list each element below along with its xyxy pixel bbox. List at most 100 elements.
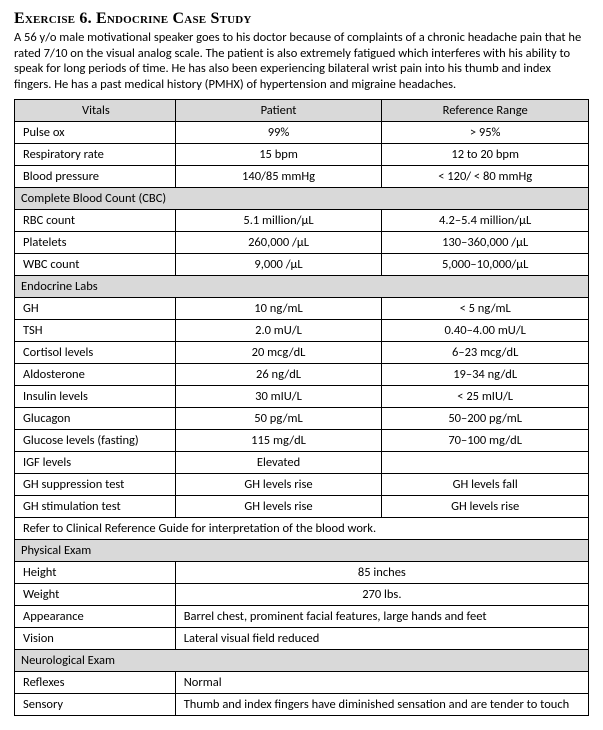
table-row: Aldosterone26 ng/dL19–34 ng/dL [15,363,589,385]
section-header: Complete Blood Count (CBC) [15,187,589,209]
row-reference: 4.2–5.4 million/µL [382,209,589,231]
row-label: WBC count [15,253,176,275]
section-row-physical: Physical Exam [15,539,589,561]
row-label: Blood pressure [15,165,176,187]
row-value: 270 lbs. [175,583,588,605]
table-row: GH stimulation testGH levels riseGH leve… [15,495,589,517]
table-row: RBC count5.1 million/µL4.2–5.4 million/µ… [15,209,589,231]
row-patient: 115 mg/dL [175,429,382,451]
refer-note: Refer to Clinical Reference Guide for in… [15,517,589,539]
row-patient: 26 ng/dL [175,363,382,385]
row-label: Appearance [15,605,176,627]
row-reference: 130–360,000 /µL [382,231,589,253]
table-row: GH10 ng/mL< 5 ng/mL [15,297,589,319]
row-label: Height [15,561,176,583]
col-header-vitals: Vitals [15,99,176,121]
row-reference: > 95% [382,121,589,143]
row-value: 85 inches [175,561,588,583]
row-value: Lateral visual field reduced [175,627,588,649]
table-row: ReflexesNormal [15,671,589,693]
row-label: Cortisol levels [15,341,176,363]
row-label: Insulin levels [15,385,176,407]
row-label: IGF levels [15,451,176,473]
table-row: Cortisol levels20 mcg/dL6–23 mcg/dL [15,341,589,363]
row-patient: 260,000 /µL [175,231,382,253]
row-value: Normal [175,671,588,693]
row-reference [382,451,589,473]
section-header: Neurological Exam [15,649,589,671]
row-patient: Elevated [175,451,382,473]
row-patient: 99% [175,121,382,143]
row-label: GH stimulation test [15,495,176,517]
row-reference: GH levels rise [382,495,589,517]
table-row: IGF levelsElevated [15,451,589,473]
row-reference: 6–23 mcg/dL [382,341,589,363]
row-label: Aldosterone [15,363,176,385]
row-patient: GH levels rise [175,495,382,517]
row-reference: < 25 mIU/L [382,385,589,407]
col-header-reference: Reference Range [382,99,589,121]
row-patient: 30 mIU/L [175,385,382,407]
row-patient: 140/85 mmHg [175,165,382,187]
row-label: Respiratory rate [15,143,176,165]
row-patient: GH levels rise [175,473,382,495]
row-label: GH [15,297,176,319]
table-row: Pulse ox99%> 95% [15,121,589,143]
table-row: SensoryThumb and index fingers have dimi… [15,693,589,715]
row-label: Weight [15,583,176,605]
row-reference: GH levels fall [382,473,589,495]
row-label: Vision [15,627,176,649]
table-row: VisionLateral visual field reduced [15,627,589,649]
row-reference: 19–34 ng/dL [382,363,589,385]
row-patient: 9,000 /µL [175,253,382,275]
row-patient: 20 mcg/dL [175,341,382,363]
row-patient: 2.0 mU/L [175,319,382,341]
page-title: Exercise 6. Endocrine Case Study [14,10,589,28]
row-label: Glucagon [15,407,176,429]
row-reference: 12 to 20 bpm [382,143,589,165]
row-value: Thumb and index fingers have diminished … [175,693,588,715]
table-row: Weight270 lbs. [15,583,589,605]
table-row: Insulin levels30 mIU/L< 25 mIU/L [15,385,589,407]
section-header: Endocrine Labs [15,275,589,297]
header-row: VitalsPatientReference Range [15,99,589,121]
row-reference: < 120/ < 80 mmHg [382,165,589,187]
table-row: Blood pressure140/85 mmHg< 120/ < 80 mmH… [15,165,589,187]
table-row: AppearanceBarrel chest, prominent facial… [15,605,589,627]
row-reference: 70–100 mg/dL [382,429,589,451]
section-row-cbc: Complete Blood Count (CBC) [15,187,589,209]
row-patient: 50 pg/mL [175,407,382,429]
row-label: GH suppression test [15,473,176,495]
row-reference: 50–200 pg/mL [382,407,589,429]
table-row: Glucagon50 pg/mL50–200 pg/mL [15,407,589,429]
refer-note-row: Refer to Clinical Reference Guide for in… [15,517,589,539]
row-reference: < 5 ng/mL [382,297,589,319]
row-value: Barrel chest, prominent facial features,… [175,605,588,627]
table-row: GH suppression testGH levels riseGH leve… [15,473,589,495]
case-table: VitalsPatientReference RangePulse ox99%>… [14,99,589,716]
col-header-patient: Patient [175,99,382,121]
table-row: TSH2.0 mU/L0.40–4.00 mU/L [15,319,589,341]
row-patient: 10 ng/mL [175,297,382,319]
row-label: TSH [15,319,176,341]
case-study-page: Exercise 6. Endocrine Case Study A 56 y/… [0,0,603,730]
row-label: Platelets [15,231,176,253]
row-label: Sensory [15,693,176,715]
row-reference: 5,000–10,000/µL [382,253,589,275]
row-label: Reflexes [15,671,176,693]
table-row: Respiratory rate15 bpm12 to 20 bpm [15,143,589,165]
section-row-endocrine: Endocrine Labs [15,275,589,297]
intro-paragraph: A 56 y/o male motivational speaker goes … [14,30,589,93]
table-row: Platelets260,000 /µL130–360,000 /µL [15,231,589,253]
row-patient: 5.1 million/µL [175,209,382,231]
row-label: RBC count [15,209,176,231]
table-row: Height85 inches [15,561,589,583]
table-row: Glucose levels (fasting)115 mg/dL70–100 … [15,429,589,451]
section-row-neuro: Neurological Exam [15,649,589,671]
table-row: WBC count9,000 /µL5,000–10,000/µL [15,253,589,275]
row-label: Pulse ox [15,121,176,143]
row-label: Glucose levels (fasting) [15,429,176,451]
section-header: Physical Exam [15,539,589,561]
row-reference: 0.40–4.00 mU/L [382,319,589,341]
row-patient: 15 bpm [175,143,382,165]
